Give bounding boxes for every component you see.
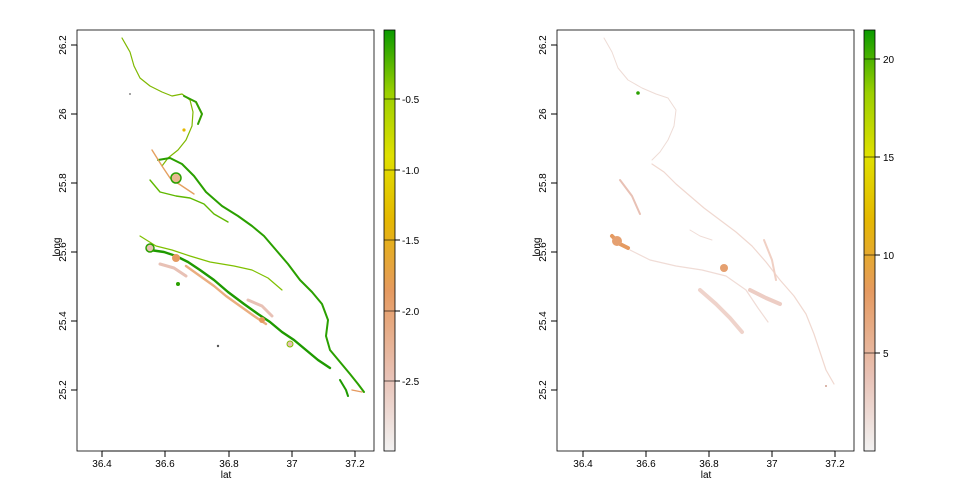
y-tick-label: 25.8: [538, 173, 549, 193]
y-tick-label: 25.8: [58, 173, 69, 193]
colorbar-tick-label: 15: [883, 153, 895, 164]
y-tick-label: 25.2: [538, 380, 549, 400]
x-tick-label: 36.4: [573, 459, 593, 470]
x-tick-label: 36.4: [92, 459, 112, 470]
colorbar-tick-label: -0.5: [402, 95, 420, 106]
y-axis-label: long: [52, 238, 63, 257]
x-tick-label: 37: [286, 459, 298, 470]
left-plot-frame: [76, 29, 375, 452]
right-y-axis: 25.2 25.4 25.6 25.8 26 26.2 long: [532, 35, 558, 400]
right-plot-frame: [556, 29, 855, 452]
y-tick-label: 25.4: [538, 311, 549, 331]
right-colorbar-gradient: [863, 29, 876, 452]
right-map-panel: 25.2 25.4 25.6 25.8 26 26.2 long 36.4 36…: [532, 29, 895, 480]
y-tick-label: 25.4: [58, 311, 69, 331]
left-map-panel: 25.2 25.4 25.6 25.8 26 26.2 long 36.4 36…: [52, 29, 420, 480]
y-tick-label: 26.2: [538, 35, 549, 55]
left-colorbar: -0.5 -1.0 -1.5 -2.0 -2.5: [383, 29, 420, 452]
x-tick-label: 37.2: [345, 459, 365, 470]
colorbar-tick-label: -2.0: [402, 307, 420, 318]
y-tick-label: 26: [538, 108, 549, 120]
x-axis-label: lat: [221, 470, 232, 480]
y-tick-label: 26.2: [58, 35, 69, 55]
colorbar-tick-label: -1.5: [402, 236, 420, 247]
right-colorbar: 5 10 15 20: [863, 29, 895, 452]
y-tick-label: 25.2: [58, 380, 69, 400]
y-tick-label: 26: [58, 108, 69, 120]
right-raster-layer: [603, 37, 835, 387]
left-x-axis: 36.4 36.6 36.8 37 37.2 lat: [92, 450, 365, 480]
colorbar-tick-label: -1.0: [402, 166, 420, 177]
colorbar-tick-label: -2.5: [402, 377, 420, 388]
right-x-axis: 36.4 36.6 36.8 37 37.2 lat: [573, 450, 845, 480]
left-y-axis: 25.2 25.4 25.6 25.8 26 26.2 long: [52, 35, 78, 400]
y-tick-label: 25.6: [58, 242, 69, 262]
left-colorbar-gradient: [383, 29, 396, 452]
x-tick-label: 37.2: [825, 459, 845, 470]
y-axis-label: long: [532, 238, 543, 257]
x-tick-label: 36.6: [636, 459, 656, 470]
x-tick-label: 36.6: [155, 459, 175, 470]
x-tick-label: 36.8: [699, 459, 719, 470]
left-raster-layer: [121, 37, 365, 397]
y-tick-label: 25.6: [538, 242, 549, 262]
x-axis-label: lat: [701, 470, 712, 480]
x-tick-label: 37: [766, 459, 778, 470]
colorbar-tick-label: 20: [883, 55, 895, 66]
colorbar-tick-label: 10: [883, 251, 895, 262]
colorbar-tick-label: 5: [883, 349, 889, 360]
x-tick-label: 36.8: [219, 459, 239, 470]
